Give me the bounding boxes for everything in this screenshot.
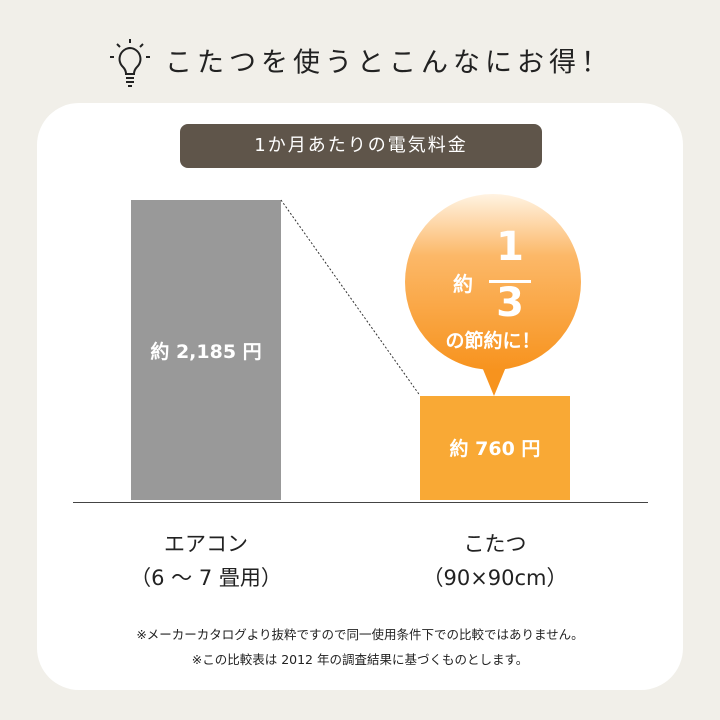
- category-sublabel: （90×90cm）: [422, 566, 568, 590]
- category-kotatsu: こたつ （90×90cm）: [365, 527, 625, 595]
- category-sublabel: （6 〜 7 畳用）: [130, 566, 282, 590]
- category-label: こたつ: [463, 532, 527, 556]
- bar-kotatsu: 約 760 円: [420, 395, 570, 500]
- callout-prefix: 約: [453, 272, 473, 296]
- bar-value-label: 約 760 円: [449, 438, 541, 461]
- category-aircon: エアコン （6 〜 7 畳用）: [76, 527, 336, 595]
- footnote: ※この比較表は 2012 年の調査結果に基づくものとします。: [191, 652, 529, 667]
- savings-callout: 約 1 3 の節約に！: [405, 194, 581, 370]
- callout-suffix: の節約に！: [445, 330, 541, 352]
- lightbulb-icon: [110, 39, 150, 87]
- title-text: こたつを使うとこんなにお得！: [165, 47, 613, 79]
- bar-value-label: 約 2,185 円: [150, 340, 262, 363]
- callout-denominator: 3: [496, 280, 524, 326]
- callout-numerator: 1: [496, 224, 524, 270]
- page-title: こたつを使うとこんなにお得！: [0, 38, 720, 90]
- fraction-bar: [489, 280, 531, 283]
- x-axis-line: [73, 502, 648, 503]
- footnote: ※メーカーカタログより抜粋ですので同一使用条件下での比較ではありません。: [136, 627, 584, 642]
- chart-title: 1か月あたりの電気料金: [180, 124, 542, 168]
- bar-aircon: 約 2,185 円: [131, 200, 281, 500]
- category-label: エアコン: [164, 532, 248, 556]
